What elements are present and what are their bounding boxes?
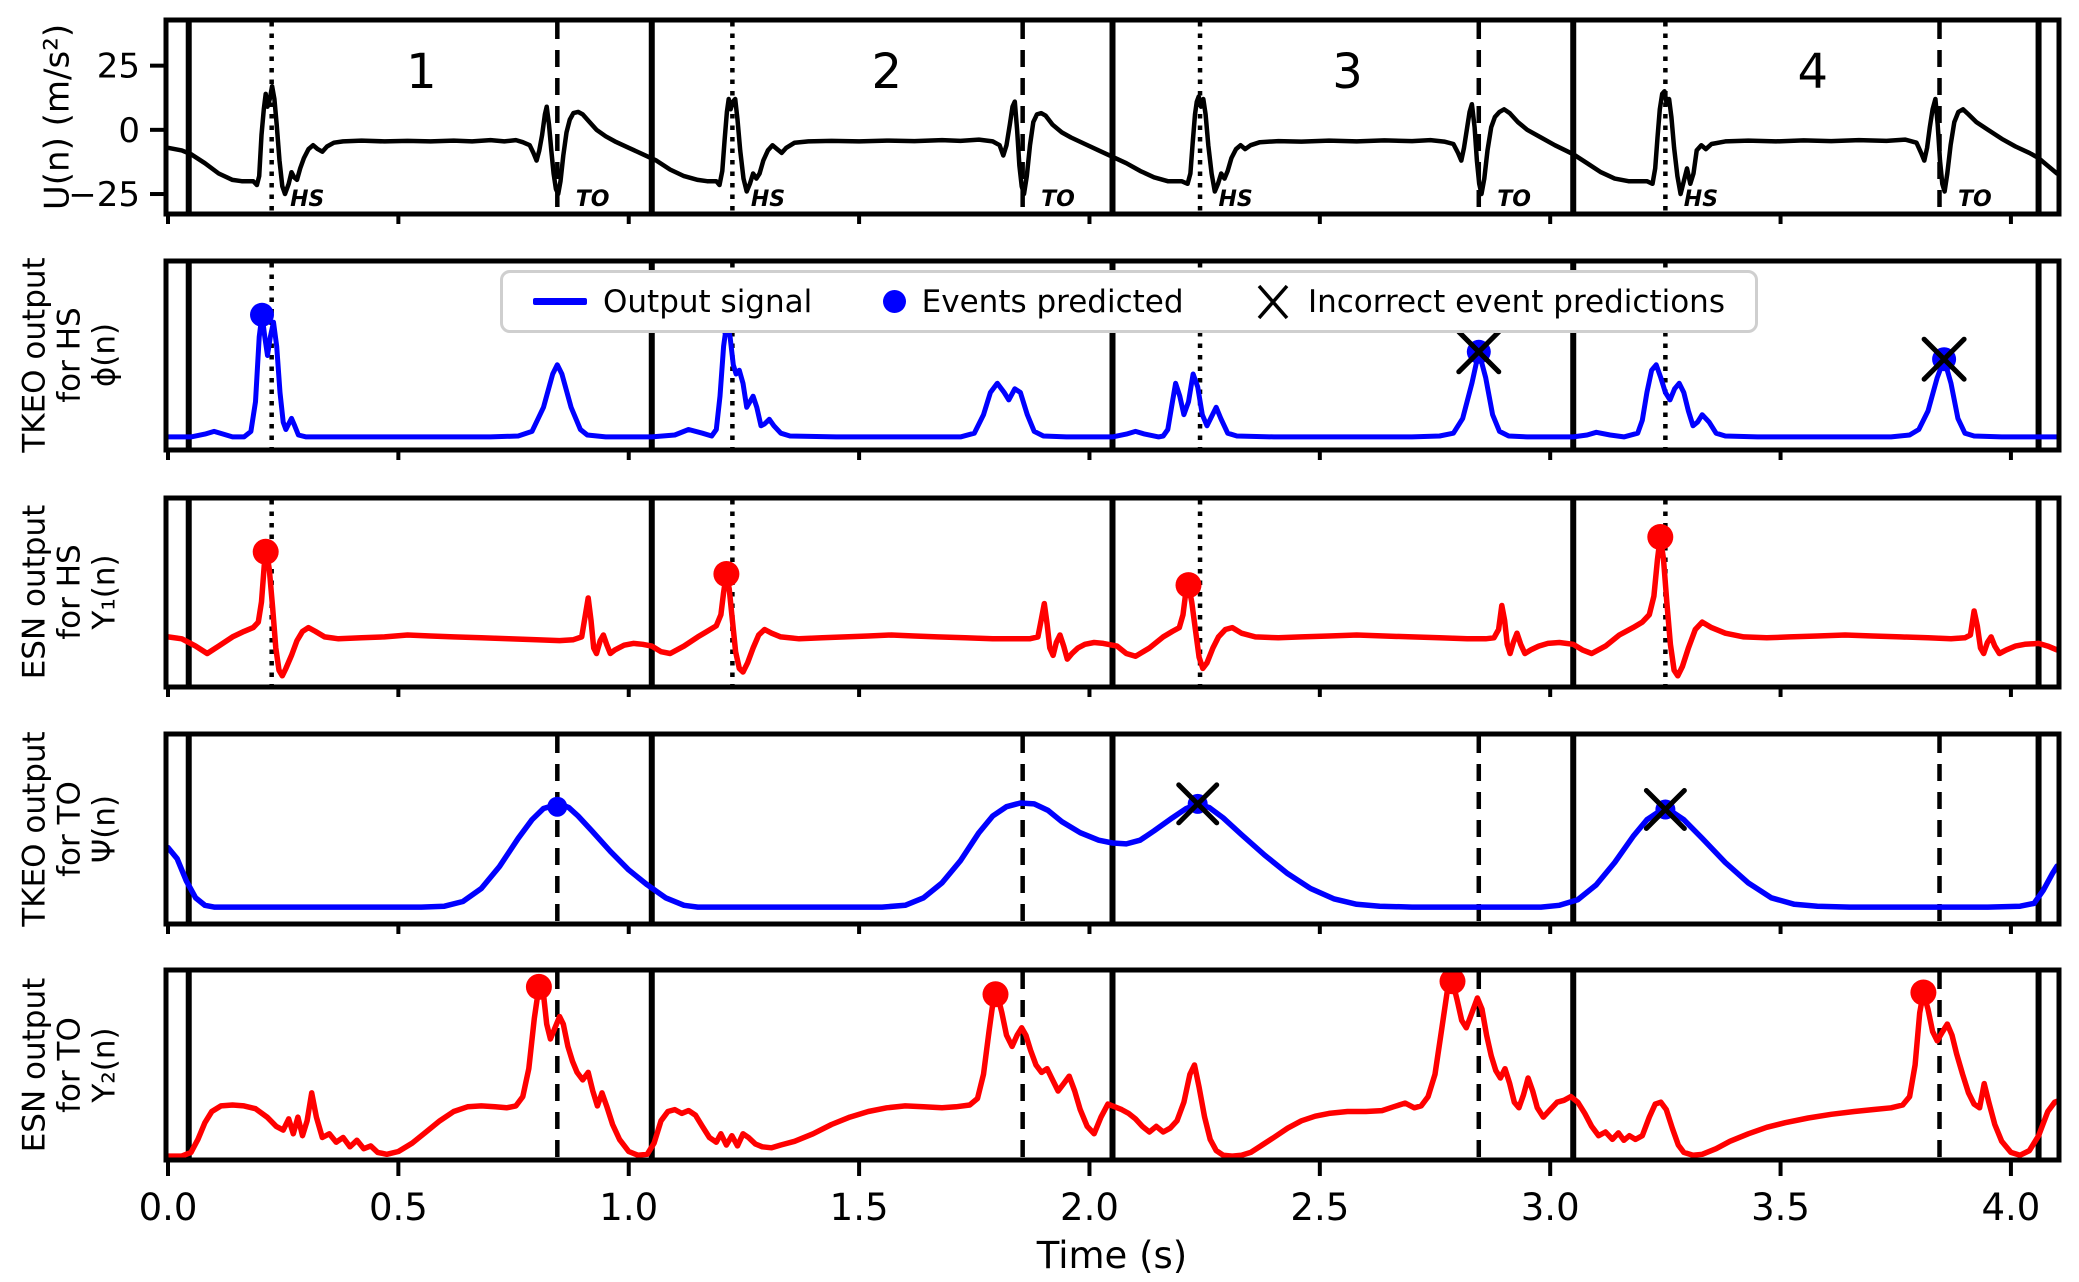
panel-frame bbox=[163, 258, 2062, 453]
event-predicted-dot-marker bbox=[525, 973, 552, 1000]
y-axis-label-line: TKEO output bbox=[16, 731, 53, 927]
x-tick-label: 3.0 bbox=[1521, 1186, 1580, 1229]
legend: Output signal Events predicted Incorrect… bbox=[500, 270, 1758, 333]
event-predicted-dot-marker bbox=[250, 302, 274, 327]
y-axis-label-line: ESN output bbox=[16, 977, 53, 1153]
y-axis-label-acceleration: U(n) (m/s²) bbox=[37, 23, 78, 211]
gait-cycle-number: 3 bbox=[1332, 44, 1363, 100]
y-tick-label: 25 bbox=[97, 47, 140, 87]
event-type-annotation: TO bbox=[1958, 187, 1992, 212]
y-axis-label-line: Y₂(n) bbox=[86, 1027, 123, 1103]
y-axis-label-line: U(n) (m/s²) bbox=[37, 23, 78, 211]
x-tick-label: 4.0 bbox=[1982, 1186, 2041, 1229]
x-tick-label: 0.5 bbox=[369, 1186, 428, 1229]
incorrect-prediction-x-marker bbox=[1456, 329, 1502, 375]
legend-item-output-signal: Output signal bbox=[533, 284, 812, 320]
event-predicted-dot-marker bbox=[1175, 572, 1202, 599]
event-predicted-dot-marker bbox=[1439, 968, 1466, 995]
panel-frame bbox=[163, 731, 2062, 927]
event-predicted-dot-marker bbox=[547, 796, 568, 817]
esn-hs-signal-curve bbox=[165, 534, 2060, 679]
gait-cycle-number: 2 bbox=[871, 44, 902, 100]
x-axis-title: Time (s) bbox=[1036, 1234, 1188, 1277]
legend-label: Incorrect event predictions bbox=[1307, 283, 1725, 320]
event-predicted-dot-marker bbox=[252, 538, 279, 565]
x-tick-label: 2.5 bbox=[1290, 1186, 1349, 1229]
x-tick-label: 1.5 bbox=[830, 1186, 889, 1229]
y-axis-label-esn-to: ESN output for TO Y₂(n) bbox=[16, 977, 123, 1153]
y-axis-label-tkeo-to: TKEO output for TO Ψ(n) bbox=[16, 731, 123, 927]
panel-frame bbox=[163, 495, 2062, 690]
esn-to-signal-curve bbox=[165, 978, 2060, 1159]
acceleration-signal-curve bbox=[165, 83, 2060, 197]
blue-line-icon bbox=[533, 298, 587, 305]
y-axis-label-line: ϕ(n) bbox=[86, 322, 123, 388]
y-axis-label-line: ESN output bbox=[16, 504, 53, 680]
panel-frame bbox=[163, 967, 2062, 1163]
event-type-annotation: TO bbox=[576, 187, 610, 212]
event-predicted-dot-marker bbox=[1910, 979, 1937, 1006]
y-axis-label-line: for HS bbox=[51, 544, 88, 640]
legend-label: Events predicted bbox=[921, 283, 1184, 320]
panel-frame bbox=[163, 17, 2062, 217]
legend-item-incorrect-predictions: Incorrect event predictions bbox=[1254, 283, 1725, 321]
event-predicted-dot-marker bbox=[713, 561, 740, 587]
y-axis-label-line: for HS bbox=[51, 307, 88, 403]
y-axis-label-line: Y₁(n) bbox=[86, 554, 123, 630]
x-tick-label: 0.0 bbox=[139, 1186, 198, 1229]
x-tick-label: 1.0 bbox=[599, 1186, 658, 1229]
event-predicted-dot-marker bbox=[982, 981, 1009, 1008]
event-type-annotation: TO bbox=[1041, 187, 1075, 212]
tkeo-to-signal-curve bbox=[165, 800, 2060, 910]
event-type-annotation: HS bbox=[290, 187, 324, 212]
y-axis-label-line: for TO bbox=[51, 781, 88, 877]
y-axis-label-line: for TO bbox=[51, 1017, 88, 1113]
event-type-annotation: HS bbox=[751, 187, 785, 212]
y-tick-label: 0 bbox=[118, 111, 140, 151]
incorrect-prediction-x-marker bbox=[1921, 336, 1967, 382]
gait-cycle-number: 1 bbox=[406, 44, 437, 100]
gait-cycle-number: 4 bbox=[1798, 44, 1829, 100]
y-axis-label-esn-hs: ESN output for HS Y₁(n) bbox=[16, 504, 123, 680]
x-tick-label: 2.0 bbox=[1060, 1186, 1119, 1229]
y-axis-label-line: Ψ(n) bbox=[86, 794, 123, 864]
x-marker-icon bbox=[1257, 284, 1289, 319]
tkeo-hs-signal-curve bbox=[165, 312, 2060, 440]
x-tick-label: 3.5 bbox=[1751, 1186, 1810, 1229]
legend-label: Output signal bbox=[603, 283, 813, 320]
incorrect-prediction-x-marker bbox=[1176, 782, 1220, 826]
event-type-annotation: TO bbox=[1497, 187, 1531, 212]
y-tick-label: −25 bbox=[68, 175, 140, 215]
event-type-annotation: HS bbox=[1684, 187, 1718, 212]
event-type-annotation: HS bbox=[1218, 187, 1252, 212]
incorrect-prediction-x-marker bbox=[1643, 787, 1687, 831]
event-predicted-dot-marker bbox=[1647, 524, 1674, 550]
legend-item-events-predicted: Events predicted bbox=[882, 283, 1184, 320]
y-axis-label-tkeo-hs: TKEO output for HS ϕ(n) bbox=[16, 257, 123, 453]
y-axis-label-line: TKEO output bbox=[16, 257, 53, 453]
blue-dot-icon bbox=[882, 290, 906, 313]
